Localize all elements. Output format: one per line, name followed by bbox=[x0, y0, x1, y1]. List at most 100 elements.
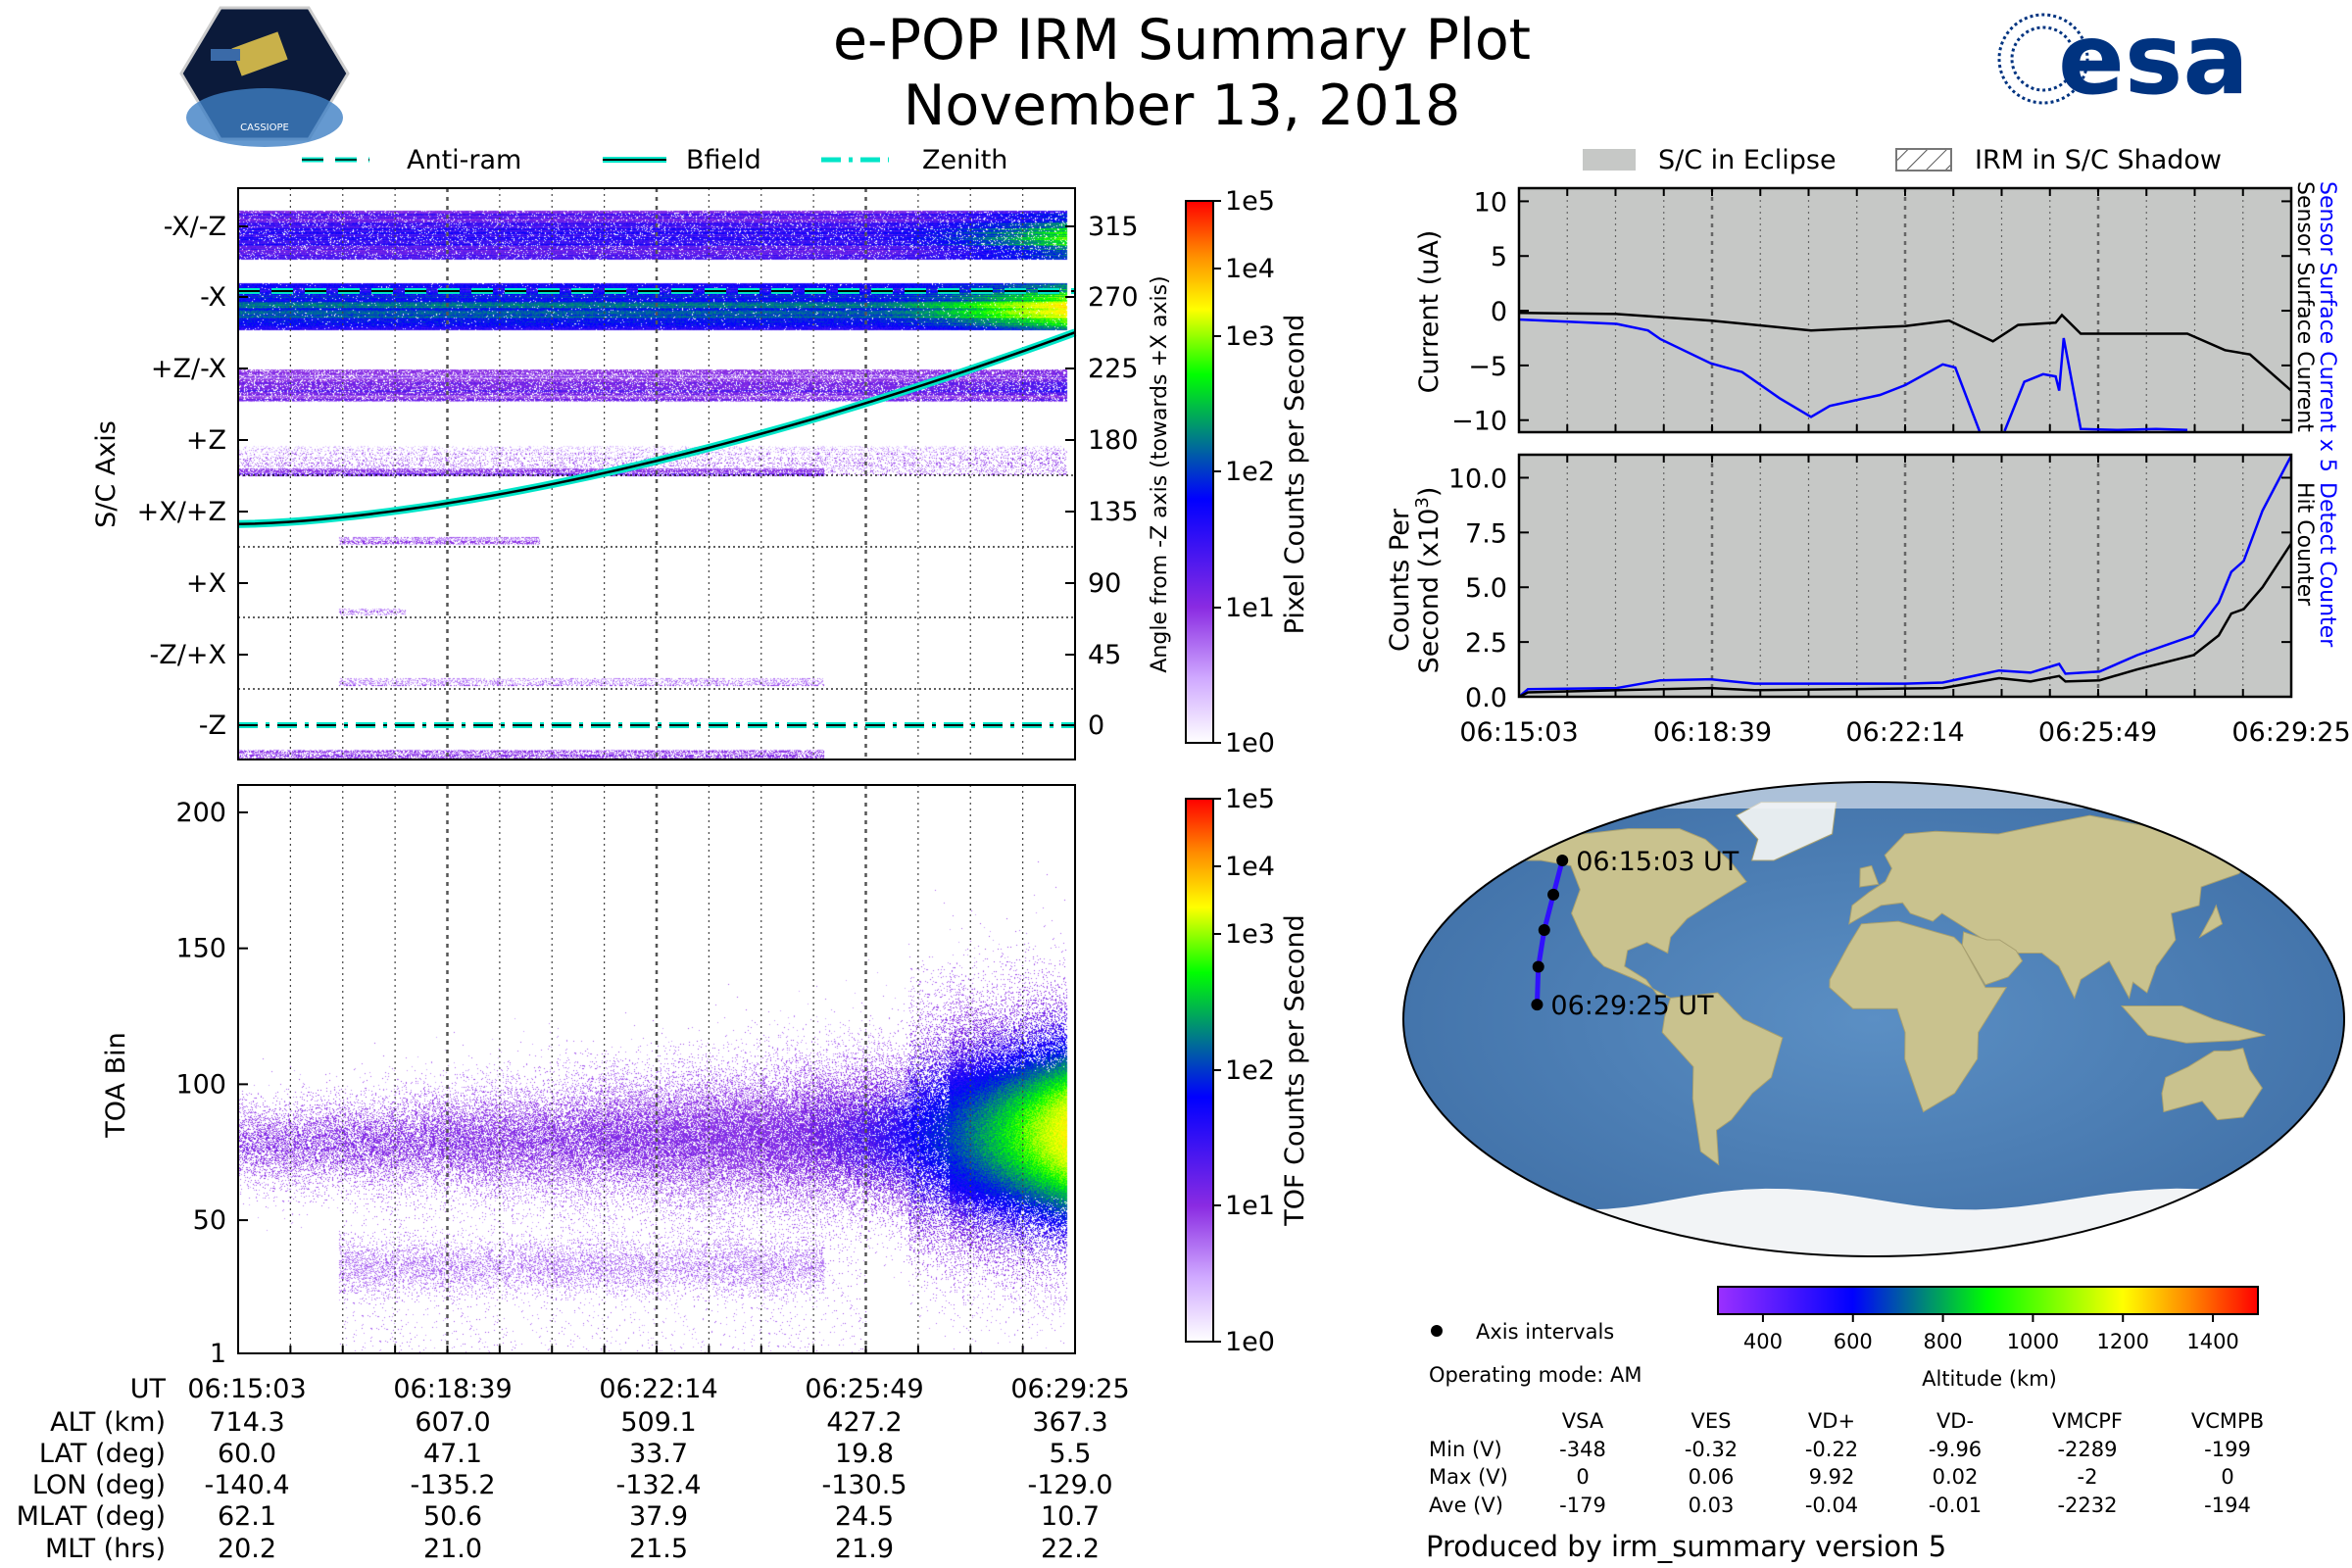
pixel-colorbar-label: Pixel Counts per Second bbox=[1280, 315, 1310, 635]
voltage-cell: -9.96 bbox=[1929, 1438, 1982, 1461]
track-time-label: 06:15:03 UT bbox=[1576, 847, 1740, 877]
voltage-cell: -2 bbox=[2078, 1465, 2098, 1489]
voltage-cell: -0.04 bbox=[1805, 1494, 1858, 1517]
colorbar-tick-label: 1e4 bbox=[1225, 852, 1275, 882]
sc-axis-tick-label: -X/-Z bbox=[164, 212, 226, 242]
counts-ylabel-end: ) bbox=[1414, 487, 1445, 498]
altitude-colorbar bbox=[1717, 1286, 2259, 1315]
sc-axis-tick-label: -Z bbox=[199, 710, 226, 741]
sc-axis-tick-label: -Z/+X bbox=[150, 640, 226, 670]
voltage-cell: -2232 bbox=[2057, 1494, 2117, 1517]
esa-logo-text: esa bbox=[2058, 2, 2249, 117]
ephemeris-cell: 19.8 bbox=[835, 1439, 894, 1469]
y-tick-label: −10 bbox=[1451, 407, 1507, 437]
x-tick-label: 06:15:03 bbox=[1459, 717, 1578, 748]
ephemeris-cell: 22.2 bbox=[1041, 1534, 1100, 1564]
ephemeris-cell: 5.5 bbox=[1050, 1439, 1092, 1469]
track-interval-marker bbox=[1556, 855, 1569, 866]
toa-tick-label: 150 bbox=[175, 934, 226, 964]
cassiope-logo: CASSIOPE bbox=[179, 6, 350, 147]
y-tick-label: 7.5 bbox=[1465, 518, 1507, 549]
voltage-header: VMCPF bbox=[2052, 1409, 2123, 1433]
track-interval-marker bbox=[1531, 999, 1544, 1011]
y-tick-label: −5 bbox=[1468, 352, 1507, 382]
produced-by: Produced by irm_summary version 5 bbox=[1426, 1530, 1946, 1563]
ephemeris-cell: 60.0 bbox=[218, 1439, 276, 1469]
angle-tick-label: 90 bbox=[1088, 568, 1121, 599]
eclipse-shading bbox=[1519, 455, 2291, 697]
ephemeris-cell: -130.5 bbox=[821, 1470, 906, 1500]
y-tick-label: 0.0 bbox=[1465, 683, 1507, 713]
sc-axis-tick-label: +Z bbox=[186, 425, 226, 456]
plot-frame bbox=[1517, 453, 2293, 699]
voltage-header: VCMPB bbox=[2191, 1409, 2264, 1433]
series-group bbox=[1519, 312, 2291, 432]
y-tick-label: 5.0 bbox=[1465, 573, 1507, 604]
angle-tick-label: 225 bbox=[1088, 354, 1139, 384]
voltage-header: VD+ bbox=[1808, 1409, 1855, 1433]
voltage-header: VSA bbox=[1562, 1409, 1604, 1433]
ephemeris-cell: -129.0 bbox=[1027, 1470, 1112, 1500]
colorbar-tick-label: 1e2 bbox=[1225, 457, 1275, 487]
pixel-colorbar bbox=[1185, 200, 1214, 744]
eclipse-swatch bbox=[1583, 149, 1636, 171]
series-group bbox=[1519, 455, 2291, 697]
voltage-row-label: Ave (V) bbox=[1429, 1494, 1503, 1517]
x-tick-label: 06:29:25 bbox=[2231, 717, 2350, 748]
voltage-row-label: Max (V) bbox=[1429, 1465, 1508, 1489]
ground-track-map: 06:15:03 UT 06:29:25 UT bbox=[1402, 781, 2345, 1257]
ephemeris-row-label: MLT (hrs) bbox=[45, 1534, 166, 1564]
ephemeris-cell: 06:22:14 bbox=[599, 1374, 717, 1404]
angle-tick-label: 180 bbox=[1088, 425, 1139, 456]
ephemeris-cell: 21.0 bbox=[423, 1534, 482, 1564]
ephemeris-cell: 06:18:39 bbox=[393, 1374, 512, 1404]
y-tick-label: 5 bbox=[1491, 242, 1507, 272]
voltage-cell: 0 bbox=[2221, 1465, 2233, 1489]
sensor-current-label: Sensor Surface Current bbox=[2292, 181, 2317, 432]
voltage-cell: 9.92 bbox=[1809, 1465, 1855, 1489]
toa-tick-label: 100 bbox=[175, 1069, 226, 1100]
sc-axis-tick-label: +X/+Z bbox=[137, 497, 226, 527]
track-interval-marker bbox=[1538, 924, 1550, 937]
y-tick-label: 0 bbox=[1491, 297, 1507, 327]
ephemeris-cell: -140.4 bbox=[204, 1470, 289, 1500]
tof-spectrogram-axes: 200 150 100 50 1 bbox=[175, 784, 1076, 1369]
sensor-current-x5-label: Sensor Surface Current x 5 bbox=[2315, 181, 2339, 472]
ephemeris-cell: -132.4 bbox=[615, 1470, 701, 1500]
ephemeris-row-label: MLAT (deg) bbox=[17, 1501, 166, 1532]
voltage-cell: 0.06 bbox=[1689, 1465, 1735, 1489]
y-tick-label: 10.0 bbox=[1448, 464, 1507, 494]
voltage-cell: -199 bbox=[2204, 1438, 2251, 1461]
legend-bfield: Bfield bbox=[686, 145, 761, 175]
voltage-cell: -0.22 bbox=[1805, 1438, 1858, 1461]
legend-eclipse: S/C in Eclipse bbox=[1658, 145, 1837, 175]
series-line-sensor-surface-current bbox=[1519, 312, 2291, 392]
ephemeris-cell: 50.6 bbox=[423, 1501, 482, 1532]
map-track: 06:15:03 UT 06:29:25 UT bbox=[1531, 847, 1740, 1021]
ephemeris-cell: 37.9 bbox=[629, 1501, 688, 1532]
series-line-sensor-surface-current-x-5 bbox=[2003, 337, 2188, 432]
altitude-tick-label: 800 bbox=[1924, 1330, 1963, 1353]
series-line-hit-counter bbox=[1519, 542, 2291, 697]
continent-uk bbox=[1859, 864, 1880, 888]
voltage-cell: -348 bbox=[1559, 1438, 1606, 1461]
track-time-label: 06:29:25 UT bbox=[1550, 991, 1714, 1021]
altitude-tick-label: 400 bbox=[1743, 1330, 1783, 1353]
current-ylabel: Current (uA) bbox=[1414, 230, 1445, 394]
map-border bbox=[1402, 781, 2345, 1257]
track-interval-marker bbox=[1547, 888, 1560, 901]
ephemeris-cell: 427.2 bbox=[826, 1407, 902, 1438]
sc-axis-tick-label: +X bbox=[186, 568, 226, 599]
altitude-colorbar-ticks: 400 600 800 1000 1200 1400 bbox=[1743, 1314, 2239, 1353]
toa-bin-label: TOA Bin bbox=[101, 1032, 131, 1138]
ephemeris-cell: -135.2 bbox=[410, 1470, 495, 1500]
colorbar-tick-label: 1e1 bbox=[1225, 593, 1275, 623]
page-title: e-POP IRM Summary Plot bbox=[833, 8, 1531, 73]
counts-ylabel-sup: 3 bbox=[1412, 497, 1433, 508]
altitude-colorbar-label: Altitude (km) bbox=[1922, 1367, 2057, 1391]
voltage-cell: -179 bbox=[1559, 1494, 1606, 1517]
ephemeris-cell: 47.1 bbox=[423, 1439, 482, 1469]
series-line-detect-counter bbox=[1519, 455, 2291, 697]
voltage-cell: -0.01 bbox=[1929, 1494, 1982, 1517]
